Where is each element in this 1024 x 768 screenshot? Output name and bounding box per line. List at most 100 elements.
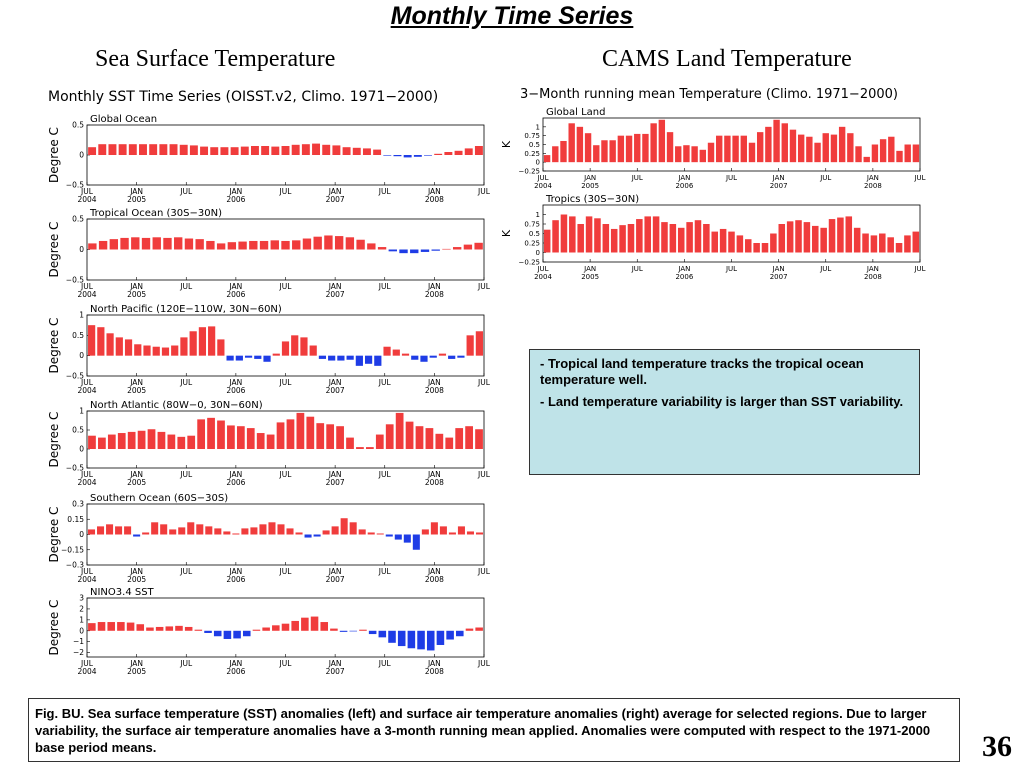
y-tick-label: 3 <box>79 594 84 603</box>
data-bar <box>175 625 183 631</box>
data-bar <box>814 142 821 163</box>
data-bar <box>139 144 147 155</box>
data-bar <box>552 220 559 253</box>
data-bar <box>411 355 419 360</box>
data-bar <box>131 237 140 250</box>
data-bar <box>120 237 129 250</box>
data-bar <box>577 224 584 253</box>
data-bar <box>853 227 861 253</box>
data-bar <box>88 435 96 449</box>
data-bar <box>252 629 261 631</box>
data-bar <box>223 630 232 639</box>
data-bar <box>707 142 715 163</box>
data-bar <box>748 142 756 163</box>
data-bar <box>141 237 151 250</box>
data-bar <box>87 529 96 535</box>
data-bar <box>106 333 114 356</box>
data-bar <box>206 240 215 250</box>
data-bar <box>464 148 473 155</box>
data-bar <box>475 331 483 356</box>
data-bar <box>300 337 308 356</box>
data-bar <box>786 221 794 253</box>
y-tick-label: 1 <box>79 311 84 320</box>
data-bar <box>439 526 447 535</box>
x-tick-month: JAN <box>129 470 143 479</box>
data-bar <box>214 528 222 535</box>
x-tick-month: JUL <box>279 659 293 668</box>
x-tick-year: 2006 <box>226 478 245 487</box>
data-bar <box>356 447 364 449</box>
data-bar <box>322 144 331 155</box>
y-tick-label: 0.3 <box>72 500 84 509</box>
x-tick-month: JUL <box>179 378 193 387</box>
y-tick-label: 0.5 <box>72 331 84 340</box>
data-bar <box>326 424 335 449</box>
x-tick-year: 2008 <box>425 575 444 584</box>
data-bar <box>169 144 178 155</box>
data-bar <box>324 235 333 250</box>
x-tick-month: JAN <box>427 187 441 196</box>
data-bar <box>383 346 391 356</box>
x-tick-year: 2005 <box>127 667 146 676</box>
chart-title: Tropical Ocean (30S−30N) <box>89 208 222 219</box>
data-bar <box>466 335 474 356</box>
data-bar <box>585 216 593 253</box>
data-bar <box>584 133 592 163</box>
data-bar <box>115 337 123 356</box>
x-tick-year: 2007 <box>326 290 345 299</box>
data-bar <box>197 419 206 449</box>
y-axis-label: K <box>500 229 513 237</box>
data-bar <box>184 238 194 250</box>
x-tick-year: 2007 <box>770 182 788 190</box>
data-bar <box>543 229 551 253</box>
data-bar <box>374 355 382 366</box>
data-bar <box>420 249 430 252</box>
x-tick-month: JUL <box>536 174 548 182</box>
x-tick-month: JUL <box>477 470 491 479</box>
data-bar <box>227 425 235 449</box>
data-bar <box>619 225 626 253</box>
data-bar <box>349 630 358 632</box>
data-bar <box>434 153 443 155</box>
data-bar <box>88 623 96 631</box>
data-bar <box>88 243 97 250</box>
x-tick-month: JUL <box>378 659 392 668</box>
data-bar <box>403 534 411 543</box>
data-bar <box>424 155 432 156</box>
x-tick-month: JUL <box>378 282 392 291</box>
data-bar <box>795 220 802 253</box>
x-tick-month: JAN <box>129 378 143 387</box>
x-tick-year: 2004 <box>534 273 552 281</box>
data-bar <box>330 628 338 631</box>
x-tick-year: 2004 <box>77 290 96 299</box>
data-bar <box>413 155 422 157</box>
data-bar <box>756 132 764 163</box>
data-bar <box>277 524 285 535</box>
data-bar <box>904 144 911 163</box>
x-tick-month: JUL <box>477 659 491 668</box>
data-bar <box>871 144 879 163</box>
x-tick-year: 2007 <box>326 195 345 204</box>
data-bar <box>740 135 747 163</box>
x-tick-month: JAN <box>328 378 342 387</box>
data-bar <box>837 217 844 253</box>
data-bar <box>560 140 567 163</box>
data-bar <box>291 620 299 631</box>
data-bar <box>349 522 357 535</box>
data-bar <box>213 630 222 637</box>
x-tick-year: 2005 <box>127 386 146 395</box>
data-bar <box>426 630 435 651</box>
y-tick-label: −0.5 <box>66 181 84 190</box>
x-tick-year: 2008 <box>425 478 444 487</box>
x-tick-year: 2005 <box>581 182 599 190</box>
data-bar <box>189 145 198 155</box>
x-tick-month: JAN <box>129 187 143 196</box>
x-tick-year: 2008 <box>864 273 882 281</box>
data-bar <box>309 345 317 356</box>
x-tick-month: JUL <box>477 282 491 291</box>
data-bar <box>822 133 829 163</box>
data-bar <box>365 447 374 449</box>
chart-title: North Pacific (120E−110W, 30N−60N) <box>90 304 282 315</box>
data-bar <box>256 433 265 449</box>
data-bar <box>744 239 752 253</box>
